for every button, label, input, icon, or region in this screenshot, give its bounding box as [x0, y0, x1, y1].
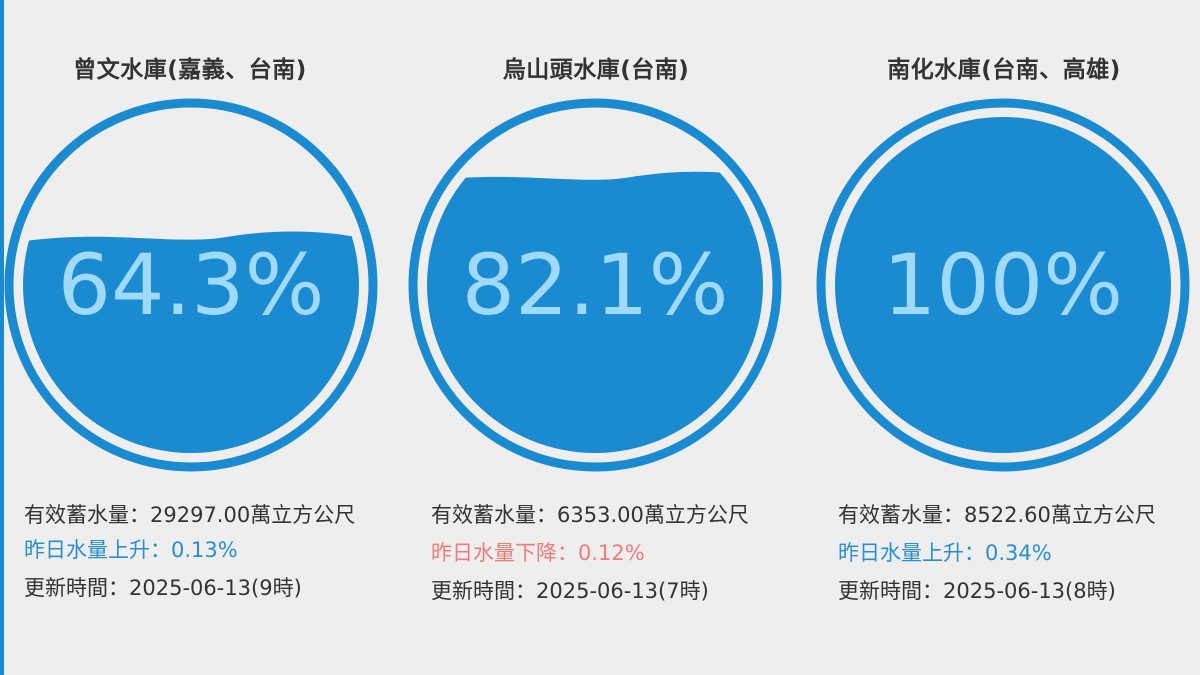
storage-label: 有效蓄水量： — [838, 503, 964, 527]
reservoir-info: 有效蓄水量：6353.00萬立方公尺 昨日水量下降：0.12% 更新時間：202… — [431, 496, 791, 610]
percent-label: 82.1% — [462, 236, 729, 334]
water-level-gauge: 82.1% — [406, 96, 784, 474]
daily-change: 昨日水量上升：0.13% — [24, 538, 238, 562]
gauge-ring — [408, 98, 782, 472]
water-fill — [427, 171, 763, 453]
left-accent-bar — [0, 0, 4, 675]
reservoir-card: 南化水庫(台南、高雄) 100% 有效蓄水量：8522.60萬立方公尺 昨日水量… — [814, 0, 1200, 675]
storage-line: 有效蓄水量：29297.00萬立方公尺 — [24, 496, 384, 531]
reservoir-title: 烏山頭水庫(台南) — [502, 57, 690, 83]
update-time: 更新時間：2025-06-13(9時) — [24, 576, 302, 600]
gauge-svg: 64.3% — [4, 98, 378, 472]
reservoir-card: 烏山頭水庫(台南) 82.1% 有效蓄水量：6353.00萬立方公尺 昨日水量下… — [406, 0, 806, 675]
water-level-gauge: 100% — [814, 96, 1192, 474]
water-fill — [23, 231, 359, 453]
gauge-ring — [816, 98, 1190, 472]
storage-value: 29297.00萬立方公尺 — [150, 503, 356, 527]
gauge-svg: 100% — [816, 98, 1190, 472]
reservoir-title: 南化水庫(台南、高雄) — [887, 57, 1121, 83]
storage-label: 有效蓄水量： — [431, 503, 557, 527]
reservoir-info: 有效蓄水量：8522.60萬立方公尺 昨日水量上升：0.34% 更新時間：202… — [838, 496, 1200, 610]
percent-label: 64.3% — [58, 236, 325, 334]
storage-label: 有效蓄水量： — [24, 503, 150, 527]
storage-line: 有效蓄水量：6353.00萬立方公尺 — [431, 496, 791, 534]
daily-change: 昨日水量下降：0.12% — [431, 541, 645, 565]
reservoir-title: 曾文水庫(嘉義、台南) — [73, 57, 307, 83]
gauge-ring — [4, 98, 378, 472]
gauge-svg: 82.1% — [408, 98, 782, 472]
reservoir-card: 曾文水庫(嘉義、台南) 64.3% 有效蓄水量：29297.00萬立方公尺 昨日… — [0, 0, 400, 675]
percent-label: 100% — [883, 236, 1123, 334]
water-level-gauge: 64.3% — [2, 96, 380, 474]
update-time: 更新時間：2025-06-13(8時) — [838, 579, 1116, 603]
update-time: 更新時間：2025-06-13(7時) — [431, 579, 709, 603]
storage-value: 6353.00萬立方公尺 — [557, 503, 749, 527]
water-fill — [835, 117, 1171, 453]
daily-change: 昨日水量上升：0.34% — [838, 541, 1052, 565]
reservoir-info: 有效蓄水量：29297.00萬立方公尺 昨日水量上升：0.13% 更新時間：20… — [24, 496, 384, 607]
storage-value: 8522.60萬立方公尺 — [964, 503, 1156, 527]
storage-line: 有效蓄水量：8522.60萬立方公尺 — [838, 496, 1200, 534]
